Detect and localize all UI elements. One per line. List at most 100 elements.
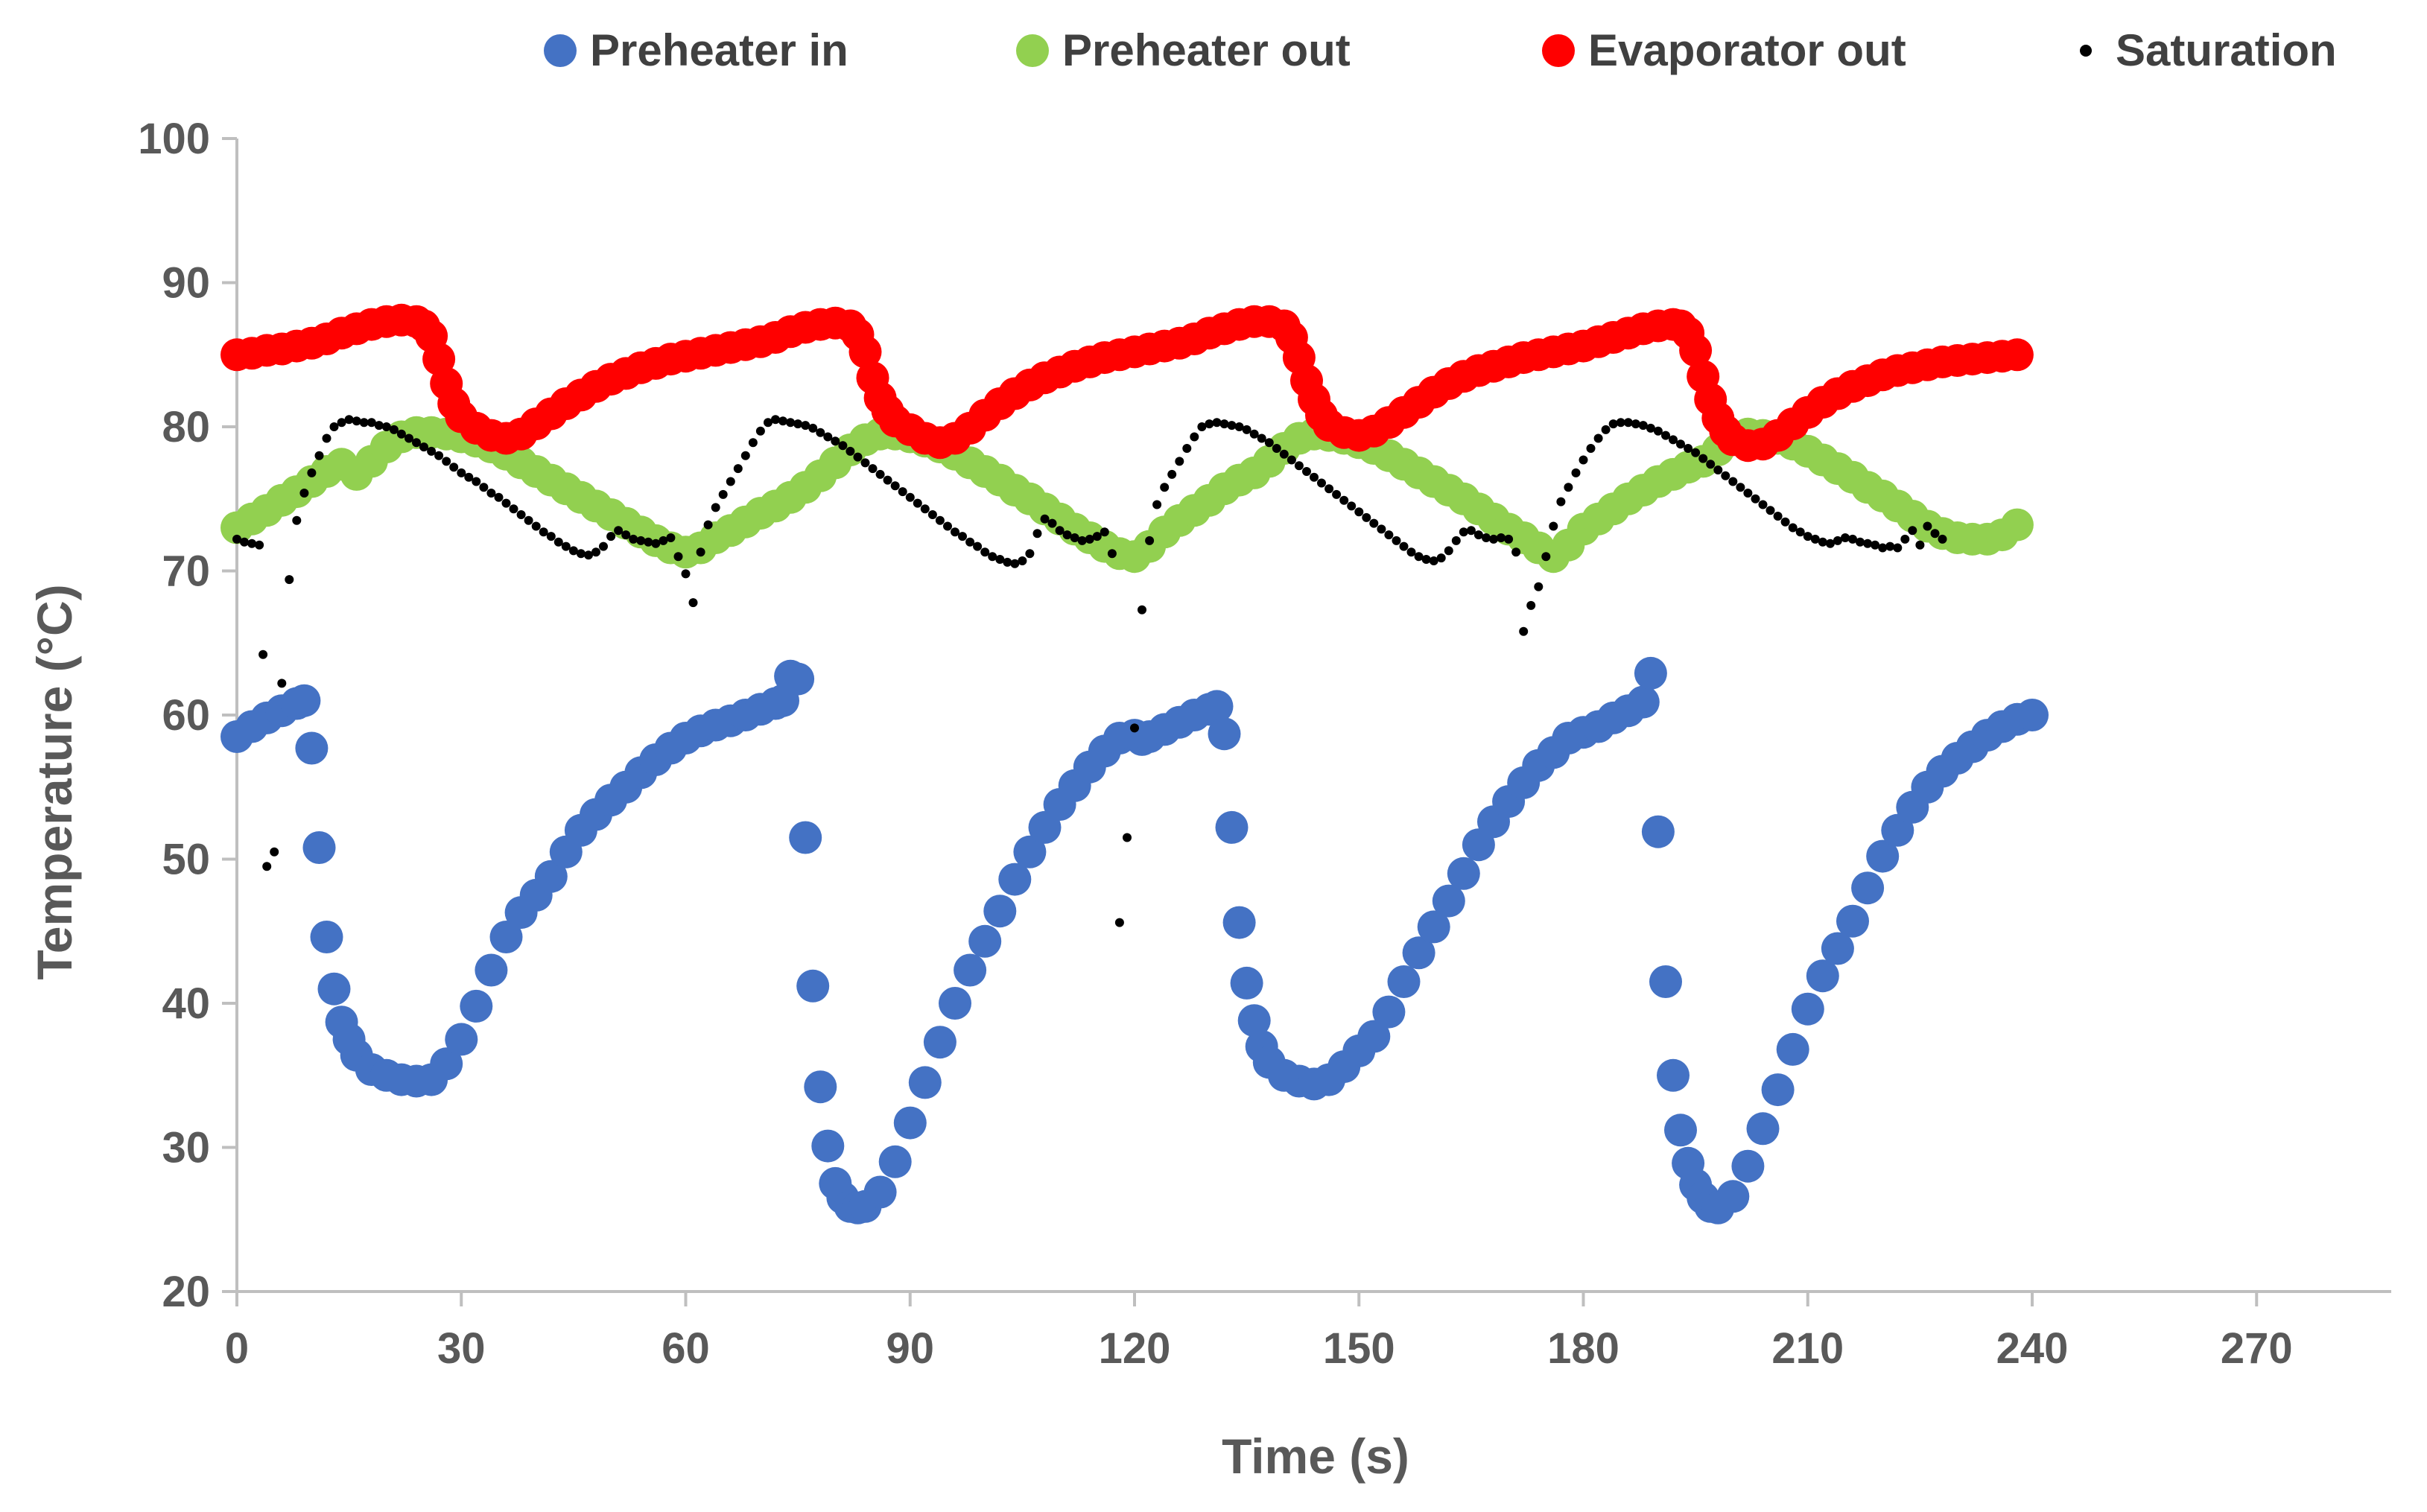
saturation-point [606,532,616,541]
saturation-point [1818,537,1827,547]
saturation-point [1362,512,1371,522]
saturation-point [1586,444,1596,453]
saturation-point [1429,556,1438,565]
saturation-point [1175,457,1184,466]
preheater-in-point [1716,1180,1750,1213]
saturation-point [726,477,735,486]
saturation-point [740,451,750,460]
saturation-point [352,416,361,426]
saturation-point [1616,418,1625,428]
saturation-point [1728,477,1738,486]
legend-marker [544,34,577,67]
saturation-point [1601,425,1611,434]
saturation-point [344,415,354,425]
preheater-in-point [1746,1112,1780,1146]
saturation-point [1190,432,1199,442]
saturation-point [1856,537,1865,547]
saturation-point [673,552,683,562]
preheater-in-point [310,921,343,953]
saturation-point [748,438,758,448]
saturation-point [995,555,1005,564]
saturation-point [1310,472,1319,482]
saturation-point [464,472,474,482]
saturation-point [1908,526,1917,536]
saturation-point [546,532,556,541]
saturation-point [1564,483,1573,492]
saturation-point [412,438,421,448]
saturation-point [1219,419,1229,429]
preheater-in-point [1230,966,1263,1000]
saturation-point [1721,471,1730,480]
saturation-point [1010,559,1020,568]
preheater-in-point [1237,1004,1271,1038]
saturation-point [404,433,413,443]
saturation-point [644,537,653,547]
saturation-point [778,416,787,426]
saturation-point [1878,543,1888,553]
saturation-point [1780,517,1790,527]
saturation-point [629,534,638,544]
preheater-in-point [878,1145,912,1178]
saturation-point [389,425,399,434]
saturation-point [1900,534,1910,544]
saturation-point [1302,467,1311,476]
saturation-point [636,536,646,545]
saturation-point [1324,484,1334,494]
x-tick-label: 30 [437,1324,486,1373]
saturation-point [1444,546,1453,556]
legend-label: Preheater out [1062,25,1351,75]
preheater-in-point [1222,906,1256,939]
saturation-point [1025,549,1035,559]
saturation-point [1706,460,1716,469]
saturation-point [1661,431,1670,440]
legend-label: Preheater in [590,25,848,75]
saturation-point [1160,483,1170,492]
preheater-in-point [317,972,351,1006]
saturation-point [1347,501,1357,511]
series-preheater-in [221,656,2049,1224]
saturation-point [1473,530,1483,540]
saturation-point [846,446,855,456]
preheater-in-point [1791,992,1824,1026]
saturation-point [1511,547,1521,557]
saturation-point [255,540,264,550]
saturation-point [1788,523,1798,533]
saturation-point [329,422,339,431]
x-tick-label: 210 [1771,1324,1844,1373]
saturation-point [755,426,765,436]
saturation-point [771,415,780,425]
preheater-in-point [1215,810,1249,844]
saturation-point [1227,421,1237,431]
saturation-point [1279,449,1289,459]
preheater-in-point [1208,717,1241,751]
saturation-point [1684,444,1693,453]
preheater-in-point [2016,699,2049,731]
x-tick-label: 60 [662,1324,710,1373]
saturation-point [1205,419,1214,429]
preheater-in-point [1851,871,1885,905]
preheater-in-point [295,731,329,765]
x-tick-label: 240 [1996,1324,2069,1373]
saturation-point [524,515,533,525]
saturation-point [1257,433,1266,443]
saturation-point [1541,552,1551,562]
saturation-point [396,429,406,439]
saturation-point [733,464,743,474]
preheater-in-point [1649,965,1682,998]
saturation-point [793,419,803,429]
preheater-in-point [893,1106,927,1140]
saturation-point [1354,507,1364,517]
saturation-point [1414,552,1424,562]
preheater-in-point [796,969,830,1003]
saturation-point [479,483,489,492]
saturation-point [1810,534,1820,544]
saturation-point [1825,539,1835,548]
saturation-point [1593,433,1603,443]
preheater-in-point [781,662,815,696]
saturation-point [1070,533,1079,542]
saturation-point [322,433,331,443]
preheater-in-point [923,1026,956,1059]
saturation-point [553,537,563,547]
preheater-in-point [1634,656,1667,690]
saturation-point [1212,418,1222,428]
